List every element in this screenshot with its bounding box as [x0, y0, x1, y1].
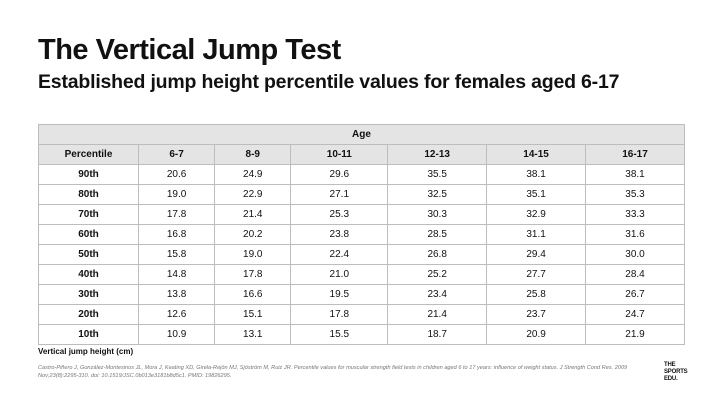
cell: 13.1	[214, 324, 292, 345]
cell: 35.1	[486, 184, 587, 205]
cell: 27.1	[290, 184, 389, 205]
table-row: 70th 17.8 21.4 25.3 30.3 32.9 33.3	[38, 204, 685, 225]
cell: 24.9	[214, 164, 292, 185]
cell: 27.7	[486, 264, 587, 285]
column-header: 8-9	[214, 144, 292, 165]
cell: 13.8	[137, 284, 216, 305]
table-row: 50th 15.8 19.0 22.4 26.8 29.4 30.0	[38, 244, 685, 265]
row-label: 20th	[38, 304, 139, 325]
logo-line: EDU.	[664, 376, 678, 382]
cell: 35.3	[585, 184, 685, 205]
table-row: 80th 19.0 22.9 27.1 32.5 35.1 35.3	[38, 184, 685, 205]
logo: THE SPORTS EDU.	[664, 362, 688, 383]
cell: 28.5	[387, 224, 488, 245]
logo-line: THE	[664, 362, 676, 368]
row-label: 70th	[38, 204, 139, 225]
cell: 21.4	[387, 304, 488, 325]
citation: Castro-Piñero J, González-Montesinos JL,…	[38, 365, 628, 379]
column-header: 6-7	[137, 144, 216, 165]
cell: 19.0	[214, 244, 292, 265]
cell: 21.0	[290, 264, 389, 285]
row-label: 60th	[38, 224, 139, 245]
cell: 17.8	[137, 204, 216, 225]
cell: 31.1	[486, 224, 587, 245]
cell: 21.4	[214, 204, 292, 225]
row-label: 90th	[38, 164, 139, 185]
cell: 24.7	[585, 304, 685, 325]
cell: 32.5	[387, 184, 488, 205]
column-header: Percentile	[38, 144, 139, 165]
row-label: 30th	[38, 284, 139, 305]
cell: 15.1	[214, 304, 292, 325]
cell: 29.4	[486, 244, 587, 265]
cell: 17.8	[214, 264, 292, 285]
logo-line: SPORTS	[664, 369, 688, 375]
cell: 23.8	[290, 224, 389, 245]
column-header: 16-17	[585, 144, 685, 165]
row-label: 80th	[38, 184, 139, 205]
cell: 12.6	[137, 304, 216, 325]
cell: 18.7	[387, 324, 488, 345]
cell: 33.3	[585, 204, 685, 225]
cell: 19.5	[290, 284, 389, 305]
table-row: 60th 16.8 20.2 23.8 28.5 31.1 31.6	[38, 224, 685, 245]
cell: 20.9	[486, 324, 587, 345]
cell: 38.1	[486, 164, 587, 185]
column-header: 10-11	[290, 144, 389, 165]
cell: 32.9	[486, 204, 587, 225]
cell: 16.6	[214, 284, 292, 305]
cell: 23.7	[486, 304, 587, 325]
table-row: 90th 20.6 24.9 29.6 35.5 38.1 38.1	[38, 164, 685, 185]
cell: 23.4	[387, 284, 488, 305]
table-row: 20th 12.6 15.1 17.8 21.4 23.7 24.7	[38, 304, 685, 325]
cell: 26.8	[387, 244, 488, 265]
title: The Vertical Jump Test	[38, 34, 341, 66]
cell: 10.9	[137, 324, 216, 345]
cell: 14.8	[137, 264, 216, 285]
cell: 29.6	[290, 164, 389, 185]
cell: 20.6	[137, 164, 216, 185]
table-row: 10th 10.9 13.1 15.5 18.7 20.9 21.9	[38, 324, 685, 345]
cell: 22.4	[290, 244, 389, 265]
cell: 15.8	[137, 244, 216, 265]
cell: 30.3	[387, 204, 488, 225]
percentile-table: Age Percentile 6-7 8-9 10-11 12-13 14-15 16-17…	[38, 124, 685, 345]
cell: 17.8	[290, 304, 389, 325]
row-label: 10th	[38, 324, 139, 345]
row-label: 50th	[38, 244, 139, 265]
cell: 26.7	[585, 284, 685, 305]
cell: 19.0	[137, 184, 216, 205]
cell: 20.2	[214, 224, 292, 245]
column-header: 12-13	[387, 144, 488, 165]
cell: 21.9	[585, 324, 685, 345]
unit-note: Vertical jump height (cm)	[38, 347, 134, 356]
cell: 25.3	[290, 204, 389, 225]
cell: 35.5	[387, 164, 488, 185]
table-row: 40th 14.8 17.8 21.0 25.2 27.7 28.4	[38, 264, 685, 285]
cell: 15.5	[290, 324, 389, 345]
cell: 25.2	[387, 264, 488, 285]
table-row: 30th 13.8 16.6 19.5 23.4 25.8 26.7	[38, 284, 685, 305]
row-label: 40th	[38, 264, 139, 285]
cell: 30.0	[585, 244, 685, 265]
subtitle: Established jump height percentile value…	[38, 71, 620, 93]
cell: 31.6	[585, 224, 685, 245]
cell: 25.8	[486, 284, 587, 305]
cell: 28.4	[585, 264, 685, 285]
cell: 38.1	[585, 164, 685, 185]
cell: 16.8	[137, 224, 216, 245]
column-header: 14-15	[486, 144, 587, 165]
group-header: Age	[38, 124, 685, 145]
cell: 22.9	[214, 184, 292, 205]
